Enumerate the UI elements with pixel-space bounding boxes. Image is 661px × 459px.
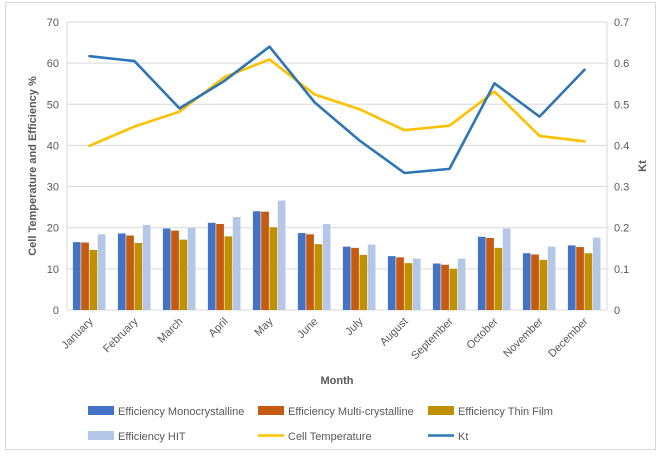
bar-efficiency-thin-film <box>134 242 143 310</box>
bar-efficiency-multi-crystalline <box>351 247 359 310</box>
bar-efficiency-hit <box>322 224 331 310</box>
y2-tick-label: 0.1 <box>614 264 629 276</box>
bar-efficiency-thin-film <box>584 253 593 310</box>
x-tick-label: April <box>207 316 231 340</box>
legend-label-efficiency-monocrystalline: Efficiency Monocrystalline <box>118 406 244 418</box>
x-tick-label: September <box>409 315 456 362</box>
bar-efficiency-hit <box>97 234 106 310</box>
x-axis-title: Month <box>321 375 354 387</box>
x-tick-label: June <box>295 316 320 341</box>
bar-efficiency-hit <box>457 258 466 310</box>
bar-efficiency-monocrystalline <box>342 246 351 310</box>
legend-swatch-efficiency-hit <box>88 431 114 440</box>
y2-tick-label: 0.6 <box>614 58 629 70</box>
y-tick-label: 20 <box>47 223 59 235</box>
bar-efficiency-multi-crystalline <box>171 230 179 310</box>
legend-swatch-efficiency-thin-film <box>428 406 454 415</box>
bar-efficiency-thin-film <box>269 227 278 310</box>
x-tick-label: August <box>378 316 411 349</box>
bar-efficiency-hit <box>232 217 241 310</box>
bar-efficiency-multi-crystalline <box>216 224 224 310</box>
y2-tick-label: 0.2 <box>614 223 629 235</box>
y-tick-label: 10 <box>47 264 59 276</box>
bar-efficiency-multi-crystalline <box>441 264 449 310</box>
y2-axis-title: Kt <box>637 160 649 172</box>
legend-label-efficiency-thin-film: Efficiency Thin Film <box>458 406 553 418</box>
bar-efficiency-monocrystalline <box>522 253 531 310</box>
y2-tick-label: 0.7 <box>614 17 629 29</box>
x-tick-label: October <box>464 315 500 351</box>
bar-efficiency-thin-film <box>404 263 413 310</box>
y-tick-label: 60 <box>47 58 59 70</box>
bar-efficiency-thin-film <box>179 239 188 310</box>
line-kt <box>88 45 586 175</box>
bar-efficiency-multi-crystalline <box>306 234 314 310</box>
bar-efficiency-hit <box>547 246 556 310</box>
x-tick-label: May <box>252 315 276 339</box>
x-tick-label: February <box>101 315 141 355</box>
y-tick-label: 70 <box>47 17 59 29</box>
y2-tick-label: 0.4 <box>614 140 629 152</box>
y2-tick-label: 0.3 <box>614 182 629 194</box>
bar-efficiency-hit <box>277 200 286 310</box>
bar-efficiency-monocrystalline <box>72 242 81 310</box>
y-tick-label: 30 <box>47 182 59 194</box>
bar-efficiency-thin-film <box>449 268 458 310</box>
bar-efficiency-hit <box>592 237 601 310</box>
y2-tick-label: 0 <box>614 305 620 317</box>
bar-efficiency-multi-crystalline <box>396 257 404 310</box>
bar-efficiency-hit <box>367 244 376 310</box>
bar-efficiency-monocrystalline <box>207 222 216 310</box>
bar-efficiency-thin-film <box>89 249 98 310</box>
bar-efficiency-monocrystalline <box>567 245 576 310</box>
x-tick-label: March <box>156 316 186 346</box>
bar-efficiency-thin-film <box>314 244 323 310</box>
y-tick-label: 0 <box>53 305 59 317</box>
y-tick-label: 40 <box>47 140 59 152</box>
bar-efficiency-monocrystalline <box>387 256 396 310</box>
x-tick-label: July <box>343 315 366 338</box>
x-tick-label: January <box>59 315 96 352</box>
bar-efficiency-hit <box>187 227 196 310</box>
bar-efficiency-multi-crystalline <box>486 238 494 310</box>
bar-efficiency-thin-film <box>539 259 548 310</box>
y-axis-title: Cell Temperature and Efficiency % <box>27 76 39 256</box>
y-tick-label: 50 <box>47 99 59 111</box>
bar-efficiency-hit <box>412 258 421 310</box>
legend-label-cell-temperature: Cell Temperature <box>288 431 372 443</box>
legend-label-efficiency-multi-crystalline: Efficiency Multi-crystalline <box>288 406 414 418</box>
line-cell-temperature <box>88 58 586 148</box>
bar-efficiency-multi-crystalline <box>576 247 584 310</box>
legend-swatch-efficiency-multi-crystalline <box>258 406 284 415</box>
bar-efficiency-multi-crystalline <box>126 235 134 310</box>
bar-efficiency-thin-film <box>224 236 233 310</box>
bar-efficiency-multi-crystalline <box>81 242 89 310</box>
bar-efficiency-monocrystalline <box>117 233 126 310</box>
bar-efficiency-hit <box>502 228 511 310</box>
bar-efficiency-monocrystalline <box>297 233 306 310</box>
bar-efficiency-multi-crystalline <box>531 254 539 310</box>
x-tick-label: November <box>501 315 546 360</box>
bar-efficiency-thin-film <box>359 254 368 310</box>
legend-label-kt: Kt <box>458 431 468 443</box>
legend-label-efficiency-hit: Efficiency HIT <box>118 431 186 443</box>
bar-efficiency-multi-crystalline <box>261 211 269 310</box>
bar-efficiency-monocrystalline <box>252 211 261 310</box>
bar-efficiency-thin-film <box>494 247 503 310</box>
bar-efficiency-monocrystalline <box>432 263 441 310</box>
legend-swatch-efficiency-monocrystalline <box>88 406 114 415</box>
bar-efficiency-hit <box>142 224 151 310</box>
y2-tick-label: 0.5 <box>614 99 629 111</box>
bar-efficiency-monocrystalline <box>162 228 171 310</box>
bar-efficiency-monocrystalline <box>477 236 486 310</box>
x-tick-label: December <box>546 315 591 360</box>
